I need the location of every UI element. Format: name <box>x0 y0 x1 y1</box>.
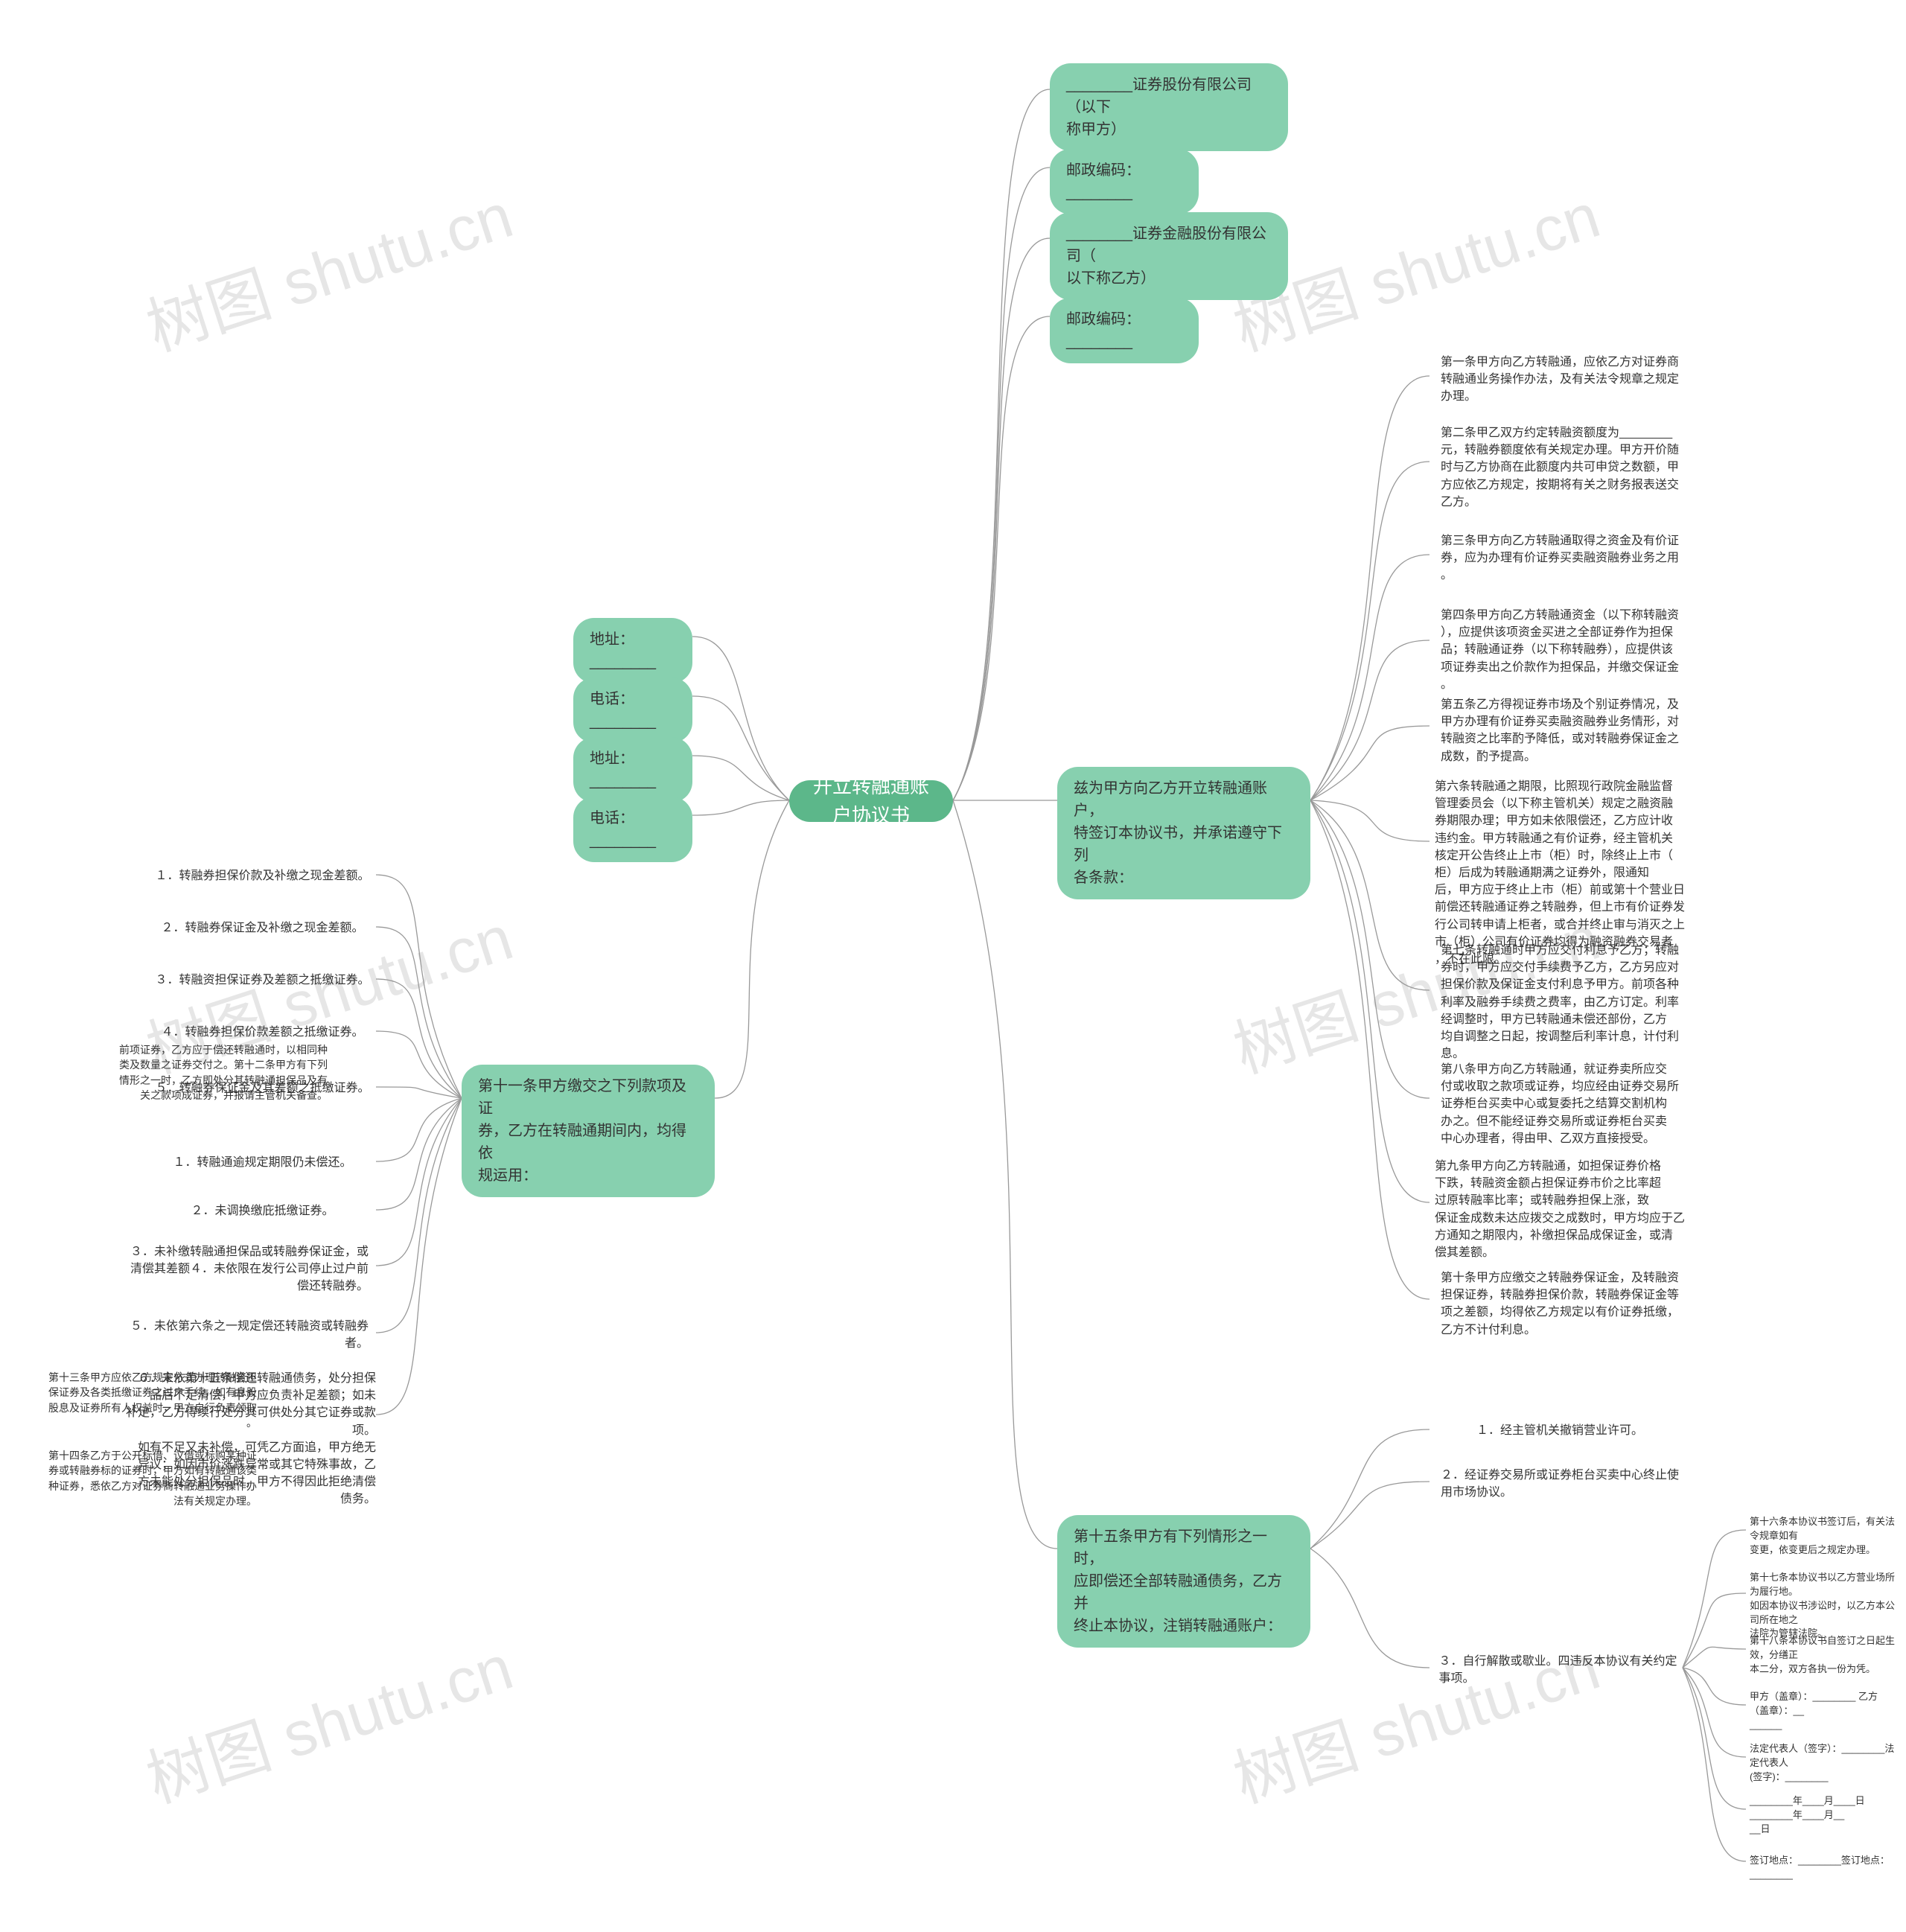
clause-15-3: ３．自行解散或歇业。四违反本协议有关约定 事项。 <box>1433 1653 1683 1687</box>
clause-6: 第六条转融通之期限，比照现行政院金融监督 管理委员会（以下称主管机关）规定之融资… <box>1433 778 1686 968</box>
clause-16: 第十六条本协议书签订后，有关法令规章如有 变更，依变更后之规定办理。 <box>1750 1515 1895 1558</box>
clause-7: 第七条转融通时甲方应交付利息予乙方；转融 券时，甲方应交付手续费予乙方，乙方另应… <box>1433 942 1686 1062</box>
branch-party-b: ________证券金融股份有限公司（ 以下称乙方） <box>1050 212 1288 300</box>
clause-18: 第十八条本协议书自签订之日起生效，分缮正 本二分，双方各执一份为凭。 <box>1750 1634 1895 1677</box>
signature-place: 签订地点：________签订地点：________ <box>1750 1854 1895 1882</box>
signature-rep: 法定代表人（签字）：________法定代表人 (签字)：________ <box>1750 1742 1895 1785</box>
watermark: 树图 shutu.cn <box>1221 1618 1609 1820</box>
clause-12-3: ３．未补缴转融通担保品或转融券保证金，或 清偿其差额４．未依限在发行公司停止过户… <box>123 1243 376 1295</box>
clause-14-note: 第十四条乙方于公开标借、议借或标购某种证 券或转融券标的证券时，甲方如有转融通该… <box>26 1448 279 1508</box>
watermark: 树图 shutu.cn <box>134 166 522 369</box>
clause-12-2: ２．未调换缴庇抵缴证券。 <box>149 1202 376 1220</box>
signature-seal: 甲方（盖章）：________ 乙方（盖章）：__ ______ <box>1750 1690 1895 1732</box>
clause-17: 第十七条本协议书以乙方营业场所为履行地。 如因本协议书涉讼时，以乙方本公司所在地… <box>1750 1571 1895 1641</box>
branch-postal-b: 邮政编码：________ <box>1050 298 1199 363</box>
clause-11-3: ３．转融资担保证券及差额之抵缴证券。 <box>149 972 376 989</box>
branch-clause-11: 第十一条甲方缴交之下列款项及证 券，乙方在转融通期间内，均得依 规运用： <box>462 1065 715 1197</box>
clause-5: 第五条乙方得视证券市场及个别证券情况，及 甲方办理有价证券买卖融资融券业务情形，… <box>1433 696 1686 765</box>
clause-11-5-note: 前项证券，乙方应于偿还转融通时，以相同种 类及数量之证券交付之。第十二条甲方有下… <box>97 1042 350 1103</box>
branch-phone-a: 电话：________ <box>573 678 692 743</box>
clause-11-4: ４．转融券担保价款差额之抵缴证券。 <box>149 1024 376 1041</box>
branch-party-a: ________证券股份有限公司（以下 称甲方） <box>1050 63 1288 151</box>
clause-10: 第十条甲方应缴交之转融券保证金，及转融资 担保证券，转融券担保价款，转融券保证金… <box>1433 1269 1686 1339</box>
clause-13-note: 第十三条甲方应依乙方规定方式办理转融资担 保证券及各类抵缴证券之过户手续，如有息… <box>26 1370 279 1430</box>
clause-15-1: １．经主管机关撤销营业许可。 <box>1433 1422 1686 1439</box>
branch-phone-b: 电话：________ <box>573 797 692 862</box>
clause-2: 第二条甲乙双方约定转融资额度为________ 元，转融券额度依有关规定办理。甲… <box>1433 424 1686 511</box>
branch-address-b: 地址：________ <box>573 737 692 803</box>
clause-12-5: ５．未依第六条之一规定偿还转融资或转融券 者。 <box>123 1318 376 1352</box>
clause-9: 第九条甲方向乙方转融通，如担保证券价格 下跌，转融资金额占担保证券市价之比率超 … <box>1433 1158 1686 1261</box>
clause-3: 第三条甲方向乙方转融通取得之资金及有价证 券，应为办理有价证券买卖融资融券业务之… <box>1433 532 1686 584</box>
root-node: 开立转融通账户协议书 <box>789 780 953 822</box>
clause-11-2: ２．转融券保证金及补缴之现金差额。 <box>149 919 376 937</box>
clause-4: 第四条甲方向乙方转融通资金（以下称转融资 ），应提供该项资金买进之全部证券作为担… <box>1433 607 1686 693</box>
clause-12-1: １．转融通逾规定期限仍未偿还。 <box>149 1154 376 1171</box>
branch-postal-a: 邮政编码：________ <box>1050 149 1199 214</box>
branch-address-a: 地址：________ <box>573 618 692 683</box>
clause-11-1: １．转融券担保价款及补缴之现金差额。 <box>149 867 376 884</box>
watermark: 树图 shutu.cn <box>134 1618 522 1820</box>
signature-date: ________年____月____日________年____月__ __日 <box>1750 1794 1895 1837</box>
clause-15-2: ２．经证券交易所或证券柜台买卖中心终止使 用市场协议。 <box>1433 1467 1686 1501</box>
branch-agreement-intro: 兹为甲方向乙方开立转融通账户， 特签订本协议书，并承诺遵守下列 各条款： <box>1057 767 1310 899</box>
branch-clause-15: 第十五条甲方有下列情形之一时， 应即偿还全部转融通债务，乙方并 终止本协议，注销… <box>1057 1515 1310 1648</box>
clause-8: 第八条甲方向乙方转融通，就证券卖所应交 付或收取之款项或证券，均应经由证券交易所… <box>1433 1061 1686 1147</box>
clause-1: 第一条甲方向乙方转融通，应依乙方对证券商 转融通业务操作办法，及有关法令规章之规… <box>1433 354 1686 406</box>
